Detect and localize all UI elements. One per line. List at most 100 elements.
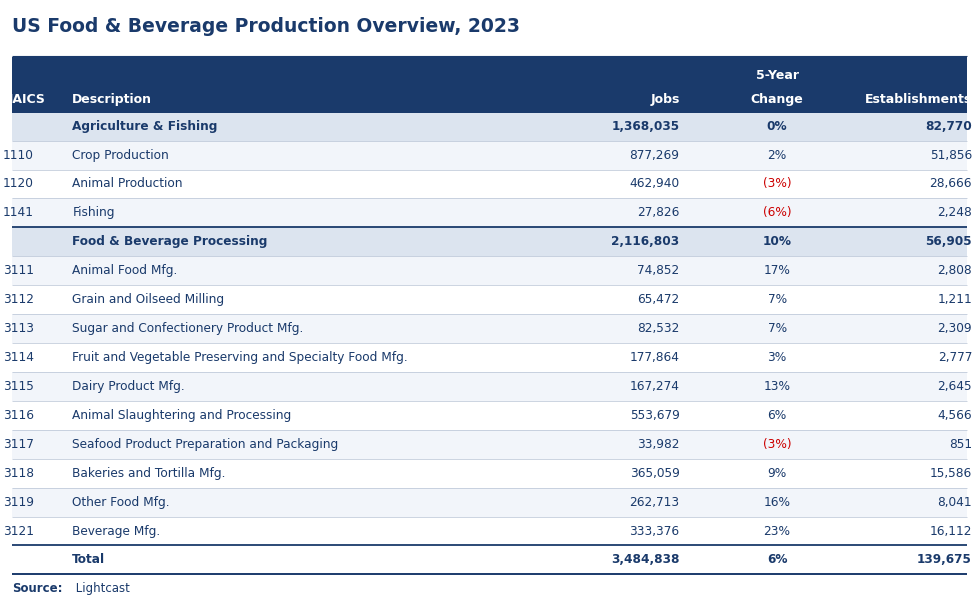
Bar bbox=[12, 430, 966, 459]
Text: 177,864: 177,864 bbox=[629, 351, 679, 364]
Text: Animal Food Mfg.: Animal Food Mfg. bbox=[72, 264, 177, 277]
Bar bbox=[12, 517, 966, 546]
Text: 262,713: 262,713 bbox=[629, 495, 679, 509]
Text: 4,566: 4,566 bbox=[937, 409, 971, 422]
Text: 27,826: 27,826 bbox=[637, 207, 679, 219]
Text: 365,059: 365,059 bbox=[629, 466, 679, 479]
Text: 82,770: 82,770 bbox=[924, 120, 971, 132]
Text: Fishing: Fishing bbox=[72, 207, 114, 219]
Text: 6%: 6% bbox=[766, 554, 786, 566]
Text: 462,940: 462,940 bbox=[629, 178, 679, 191]
Text: 3119: 3119 bbox=[3, 495, 34, 509]
Text: 3117: 3117 bbox=[3, 438, 34, 451]
Text: 7%: 7% bbox=[767, 293, 786, 306]
Bar bbox=[12, 343, 966, 372]
Text: 51,856: 51,856 bbox=[929, 148, 971, 162]
Text: 16%: 16% bbox=[763, 495, 790, 509]
Bar bbox=[12, 285, 966, 314]
Text: 877,269: 877,269 bbox=[629, 148, 679, 162]
Text: 2,309: 2,309 bbox=[937, 322, 971, 335]
Text: 23%: 23% bbox=[763, 525, 790, 538]
Text: 3111: 3111 bbox=[3, 264, 34, 277]
Text: 2,116,803: 2,116,803 bbox=[611, 235, 679, 248]
Bar bbox=[12, 459, 966, 487]
Text: 2,777: 2,777 bbox=[937, 351, 971, 364]
Text: 2,248: 2,248 bbox=[936, 207, 971, 219]
Text: Other Food Mfg.: Other Food Mfg. bbox=[72, 495, 169, 509]
Text: 139,675: 139,675 bbox=[916, 554, 971, 566]
Bar bbox=[12, 112, 966, 140]
Bar bbox=[12, 57, 966, 112]
Text: NAICS: NAICS bbox=[3, 93, 46, 105]
Bar bbox=[12, 199, 966, 227]
Text: Jobs: Jobs bbox=[649, 93, 679, 105]
Text: 9%: 9% bbox=[767, 466, 786, 479]
Text: 3115: 3115 bbox=[3, 380, 34, 393]
Text: 15,586: 15,586 bbox=[929, 466, 971, 479]
Text: Agriculture & Fishing: Agriculture & Fishing bbox=[72, 120, 217, 132]
Text: Source:: Source: bbox=[12, 582, 63, 595]
Text: 8,041: 8,041 bbox=[937, 495, 971, 509]
Text: 74,852: 74,852 bbox=[637, 264, 679, 277]
Text: 5-Year: 5-Year bbox=[755, 69, 798, 82]
Text: 82,532: 82,532 bbox=[637, 322, 679, 335]
Text: Establishments: Establishments bbox=[864, 93, 971, 105]
Text: Dairy Product Mfg.: Dairy Product Mfg. bbox=[72, 380, 185, 393]
Text: Sugar and Confectionery Product Mfg.: Sugar and Confectionery Product Mfg. bbox=[72, 322, 303, 335]
Text: Animal Production: Animal Production bbox=[72, 178, 183, 191]
Text: 851: 851 bbox=[948, 438, 971, 451]
Text: 7%: 7% bbox=[767, 322, 786, 335]
Text: 3114: 3114 bbox=[3, 351, 34, 364]
Text: 6%: 6% bbox=[767, 409, 786, 422]
Text: 0%: 0% bbox=[766, 120, 786, 132]
Text: 3113: 3113 bbox=[3, 322, 34, 335]
Text: 3116: 3116 bbox=[3, 409, 34, 422]
Bar bbox=[12, 170, 966, 199]
Text: Lightcast: Lightcast bbox=[72, 582, 130, 595]
Text: Crop Production: Crop Production bbox=[72, 148, 169, 162]
Text: (3%): (3%) bbox=[762, 438, 790, 451]
Text: 3121: 3121 bbox=[3, 525, 34, 538]
Text: 56,905: 56,905 bbox=[924, 235, 971, 248]
Text: 3118: 3118 bbox=[3, 466, 34, 479]
Text: 333,376: 333,376 bbox=[629, 525, 679, 538]
Text: 2,645: 2,645 bbox=[937, 380, 971, 393]
Text: 1,211: 1,211 bbox=[936, 293, 971, 306]
Text: Fruit and Vegetable Preserving and Specialty Food Mfg.: Fruit and Vegetable Preserving and Speci… bbox=[72, 351, 408, 364]
Bar bbox=[12, 314, 966, 343]
Text: 167,274: 167,274 bbox=[629, 380, 679, 393]
Text: 65,472: 65,472 bbox=[637, 293, 679, 306]
Text: 28,666: 28,666 bbox=[928, 178, 971, 191]
Bar bbox=[12, 256, 966, 285]
Text: 3,484,838: 3,484,838 bbox=[610, 554, 679, 566]
Text: Beverage Mfg.: Beverage Mfg. bbox=[72, 525, 160, 538]
Text: Total: Total bbox=[72, 554, 106, 566]
Text: Description: Description bbox=[72, 93, 153, 105]
Text: 3112: 3112 bbox=[3, 293, 34, 306]
Text: 1120: 1120 bbox=[3, 178, 34, 191]
Text: 1,368,035: 1,368,035 bbox=[611, 120, 679, 132]
Text: (3%): (3%) bbox=[762, 178, 790, 191]
Bar bbox=[12, 546, 966, 574]
Bar bbox=[12, 140, 966, 170]
Bar bbox=[12, 227, 966, 256]
Text: 2,808: 2,808 bbox=[937, 264, 971, 277]
Text: 1110: 1110 bbox=[3, 148, 34, 162]
Text: (6%): (6%) bbox=[762, 207, 790, 219]
Text: 2%: 2% bbox=[767, 148, 786, 162]
Text: 17%: 17% bbox=[763, 264, 789, 277]
Text: Grain and Oilseed Milling: Grain and Oilseed Milling bbox=[72, 293, 224, 306]
Bar bbox=[12, 487, 966, 517]
Text: Food & Beverage Processing: Food & Beverage Processing bbox=[72, 235, 267, 248]
Text: 10%: 10% bbox=[762, 235, 791, 248]
Text: Seafood Product Preparation and Packaging: Seafood Product Preparation and Packagin… bbox=[72, 438, 338, 451]
Text: 33,982: 33,982 bbox=[637, 438, 679, 451]
Bar bbox=[12, 372, 966, 401]
Text: 1141: 1141 bbox=[3, 207, 34, 219]
Bar bbox=[12, 401, 966, 430]
Text: US Food & Beverage Production Overview, 2023: US Food & Beverage Production Overview, … bbox=[12, 17, 519, 36]
Text: 13%: 13% bbox=[763, 380, 790, 393]
Text: 553,679: 553,679 bbox=[629, 409, 679, 422]
Text: Animal Slaughtering and Processing: Animal Slaughtering and Processing bbox=[72, 409, 291, 422]
Text: Bakeries and Tortilla Mfg.: Bakeries and Tortilla Mfg. bbox=[72, 466, 225, 479]
